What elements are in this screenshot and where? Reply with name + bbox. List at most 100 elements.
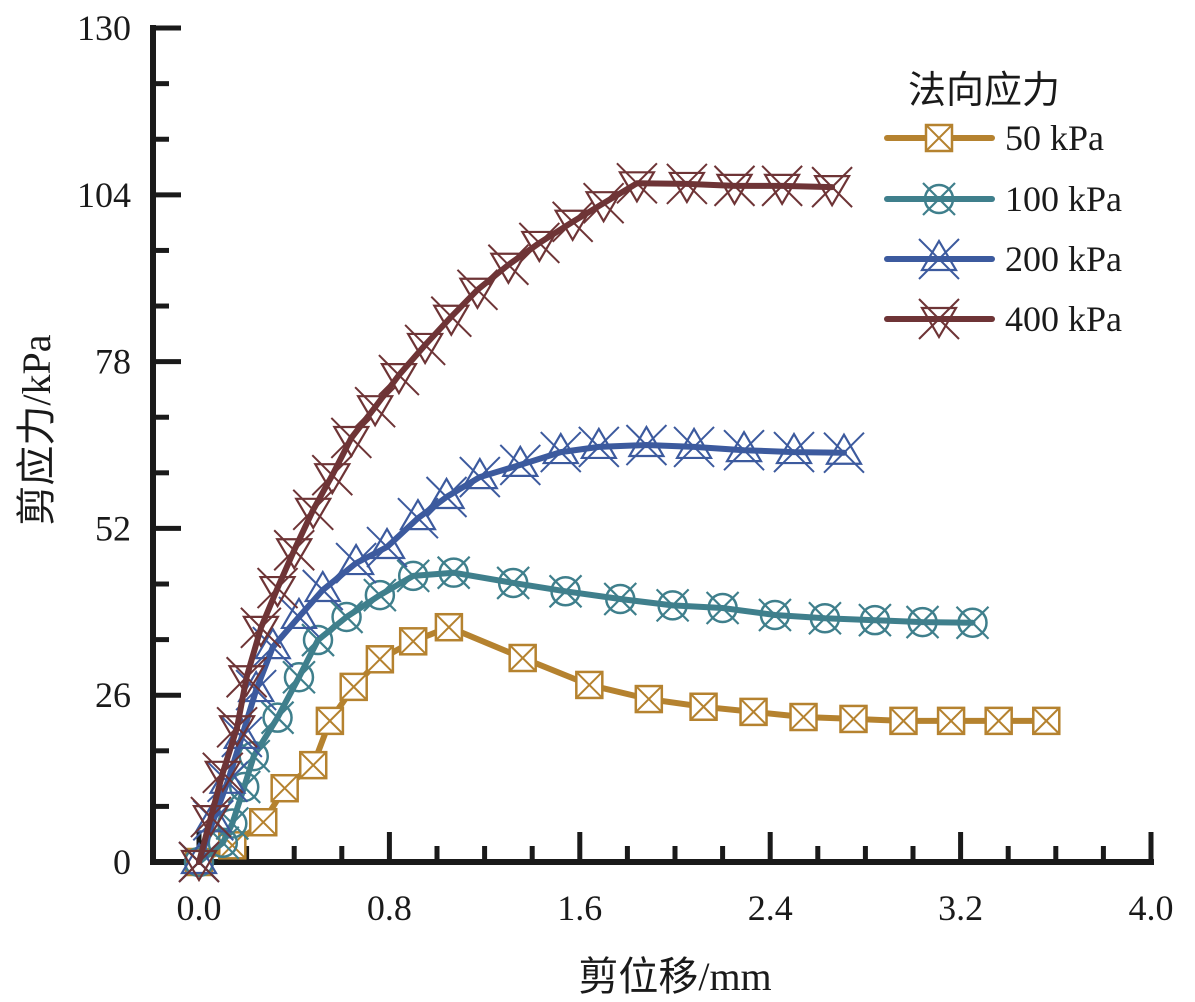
- marker-inverted-triangle: [458, 277, 497, 310]
- marker-cross-b: [823, 432, 865, 474]
- marker-cross-b: [459, 456, 501, 498]
- marker-cross-b: [955, 605, 990, 640]
- marker-cross-b: [789, 703, 818, 731]
- data-point-100-kpa: [548, 574, 583, 609]
- legend-marker-icon: [918, 298, 960, 340]
- legend: 法向应力 50 kPa 100 kPa 200 kPa 400 kPa: [884, 68, 1122, 340]
- marker-cross-b: [240, 607, 282, 649]
- marker-circle: [283, 661, 315, 693]
- legend-marker-icon: [924, 123, 954, 153]
- data-point-50-kpa: [508, 643, 537, 673]
- y-tick-label: 52: [95, 508, 131, 548]
- data-point-50-kpa: [889, 706, 918, 736]
- marker-inverted-triangle: [553, 209, 592, 242]
- marker-inverted-triangle: [275, 538, 314, 571]
- data-point-100-kpa: [396, 559, 430, 593]
- marker-circle: [262, 702, 293, 733]
- marker-circle: [497, 567, 529, 599]
- series-50-kpa: [184, 612, 1061, 877]
- x-tick-label: 4.0: [1129, 888, 1174, 928]
- marker-triangle: [541, 431, 580, 465]
- data-point-50-kpa: [298, 750, 328, 780]
- data-point-400-kpa: [240, 607, 282, 649]
- series-line-400-kpa: [196, 180, 836, 865]
- marker-cross-b: [540, 431, 582, 473]
- legend-label: 200 kPa: [1005, 239, 1122, 279]
- data-point-400-kpa: [311, 454, 353, 496]
- marker-inverted-triangle: [218, 715, 256, 748]
- marker-cross-b: [689, 693, 718, 721]
- marker-cross-b: [582, 182, 625, 224]
- marker-cross-b: [922, 182, 956, 216]
- series-200-kpa: [178, 424, 865, 883]
- marker-cross-b: [354, 386, 396, 428]
- marker-cross-b: [666, 163, 708, 205]
- x-axis-title: 剪位移/mm: [578, 954, 771, 999]
- marker-cross-b: [839, 705, 868, 733]
- data-point-400-kpa: [273, 529, 315, 571]
- marker-circle: [228, 771, 260, 803]
- marker-cross-b: [311, 454, 353, 496]
- data-point-50-kpa: [270, 773, 299, 803]
- marker-inverted-triangle: [763, 173, 802, 207]
- marker-cross-b: [551, 201, 594, 243]
- data-point-400-kpa: [551, 201, 594, 243]
- marker-inverted-triangle: [667, 171, 706, 205]
- legend-item-50-kpa: 50 kPa: [884, 118, 1104, 158]
- legend-marker-icon: [922, 182, 956, 216]
- marker-cross-b: [761, 165, 803, 207]
- data-point-400-kpa: [713, 165, 756, 207]
- data-point-200-kpa: [366, 526, 408, 568]
- data-point-100-kpa: [260, 700, 295, 735]
- marker-inverted-triangle: [920, 306, 958, 340]
- marker-cross-b: [456, 269, 499, 311]
- marker-cross-b: [773, 431, 815, 473]
- axes: 0 26 52 78 104 130 0.0 0.8 1.6 2.4 3.2 4.0: [77, 8, 1174, 928]
- marker-circle: [759, 599, 791, 631]
- data-point-100-kpa: [808, 601, 842, 636]
- x-tick-label: 1.6: [557, 888, 602, 928]
- data-point-100-kpa: [705, 591, 740, 625]
- marker-cross-b: [673, 426, 715, 468]
- data-point-400-kpa: [582, 182, 625, 224]
- marker-circle: [707, 592, 738, 624]
- data-point-400-kpa: [190, 796, 232, 838]
- marker-cross-b: [436, 555, 471, 590]
- series-layer: [178, 162, 1061, 883]
- marker-cross-b: [399, 627, 427, 656]
- data-point-100-kpa: [758, 598, 792, 632]
- marker-inverted-triangle: [520, 230, 559, 264]
- data-point-50-kpa: [789, 702, 818, 732]
- data-point-50-kpa: [365, 645, 395, 674]
- marker-cross-b: [225, 656, 268, 698]
- marker-triangle: [253, 626, 292, 660]
- marker-cross-b: [811, 166, 853, 208]
- data-point-200-kpa: [673, 426, 715, 468]
- marker-cross-b: [366, 645, 394, 673]
- marker-triangle: [725, 429, 763, 463]
- marker-cross-b: [655, 588, 690, 623]
- data-point-400-kpa: [256, 567, 299, 609]
- marker-triangle: [501, 444, 540, 478]
- marker-cross-b: [713, 165, 756, 207]
- data-point-400-kpa: [404, 324, 446, 366]
- marker-inverted-triangle: [406, 332, 445, 366]
- x-tick-label: 3.2: [938, 888, 983, 928]
- marker-triangle: [579, 426, 618, 460]
- marker-cross-b: [292, 489, 334, 531]
- data-point-200-kpa: [578, 426, 620, 468]
- data-point-50-kpa: [339, 672, 368, 702]
- marker-cross-b: [889, 707, 918, 735]
- marker-cross-b: [363, 578, 397, 612]
- marker-circle: [657, 590, 688, 621]
- data-point-400-kpa: [761, 165, 803, 207]
- data-point-400-kpa: [666, 163, 708, 205]
- marker-cross-b: [425, 476, 468, 518]
- data-point-200-kpa: [773, 431, 815, 473]
- marker-cross-b: [858, 603, 892, 637]
- marker-triangle: [180, 841, 218, 875]
- data-point-200-kpa: [459, 456, 501, 498]
- data-point-100-kpa: [436, 555, 471, 590]
- marker-inverted-triangle: [180, 849, 218, 883]
